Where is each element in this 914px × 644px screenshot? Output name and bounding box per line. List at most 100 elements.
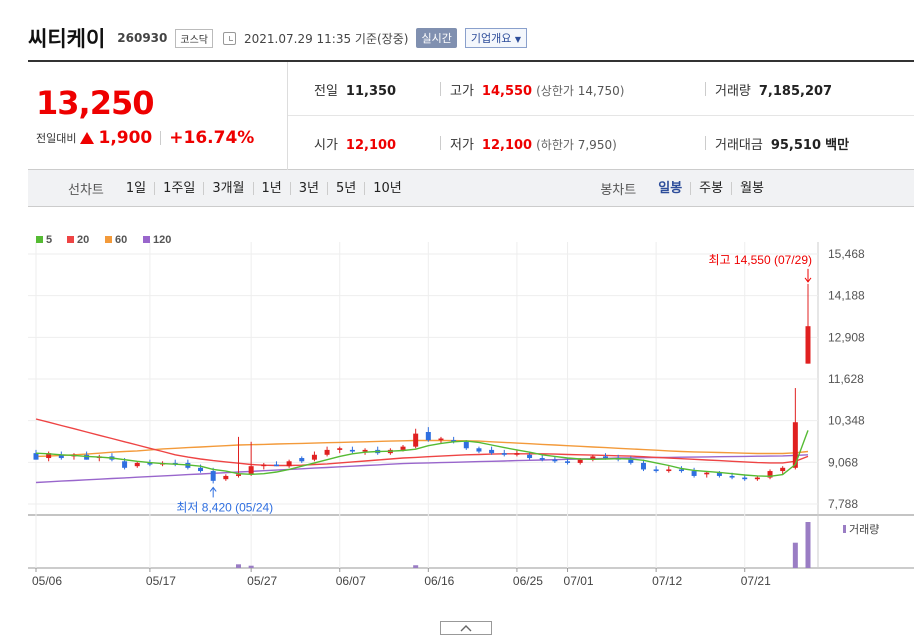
- period-5y[interactable]: 5년: [327, 181, 364, 195]
- collapse-button[interactable]: [440, 621, 492, 635]
- y-tick-label: 15,468: [828, 247, 865, 261]
- candle-body: [552, 459, 558, 462]
- company-overview-button[interactable]: 기업개요 ▼: [464, 28, 527, 48]
- y-tick-label: 7,788: [828, 497, 858, 511]
- candle-period-group: 봉차트 일봉 주봉 월봉: [600, 170, 772, 207]
- x-tick-label: 06/16: [424, 574, 454, 588]
- candle-daily[interactable]: 일봉: [658, 181, 683, 196]
- candle-body: [337, 448, 343, 450]
- candle-body: [653, 469, 659, 472]
- candle-body: [248, 466, 254, 475]
- x-tick-label: 07/12: [652, 574, 682, 588]
- prev-close-cell: 전일 11,350: [314, 80, 396, 99]
- period-1y[interactable]: 1년: [252, 181, 290, 195]
- period-10y[interactable]: 10년: [364, 181, 410, 195]
- candle-body: [147, 462, 153, 465]
- amount-cell: 거래대금 95,510 백만: [715, 134, 849, 153]
- divider: [440, 136, 441, 150]
- period-1d[interactable]: 1일: [125, 180, 147, 196]
- market-badge: 코스닥: [175, 28, 213, 48]
- low-arrow-head: [209, 486, 217, 492]
- upper-limit-value: 14,750: [577, 84, 620, 98]
- divider: [705, 82, 706, 96]
- volume-bar: [792, 542, 798, 568]
- candle-body: [33, 453, 39, 460]
- high-value: 14,550: [481, 84, 533, 99]
- period-bar: 선차트 1일 1주일 3개월 1년 3년 5년 10년 봉차트 일봉 주봉 월봉: [28, 170, 914, 207]
- stock-chart: 15,468 14,188 12,908 11,628 10,348 9,068 7,788…: [28, 234, 914, 588]
- x-tick-label: 05/06: [32, 574, 62, 588]
- ma60-line: [35, 439, 809, 458]
- prev-close-value: 11,350: [345, 84, 397, 99]
- volume-cell: 거래량 7,185,207: [715, 80, 832, 99]
- low-value: 12,100: [481, 138, 533, 153]
- candle-body: [46, 453, 52, 459]
- candle-body: [780, 467, 786, 472]
- candle-body: [476, 448, 482, 452]
- change-line: 전일대비 1,900 +16.74%: [36, 128, 254, 148]
- candle-body: [501, 453, 507, 455]
- open-label: 시가: [314, 138, 338, 153]
- candle-body: [198, 467, 204, 472]
- volume-legend-label: 거래량: [849, 523, 879, 536]
- stock-header: 씨티케이 260930 코스닥 2021.07.29 11:35 기준(장중) …: [28, 18, 527, 58]
- lower-limit: (하한가 7,950): [536, 138, 617, 152]
- quote-row-1: 전일 11,350 고가 14,550 (상한가 14,750) 거래량 7,185,2…: [288, 62, 914, 116]
- period-3y[interactable]: 3년: [289, 181, 327, 195]
- up-arrow-icon: [80, 132, 95, 144]
- upper-limit-label: 상한가: [540, 84, 574, 98]
- y-tick-label: 12,908: [828, 330, 865, 344]
- legend-swatch: [105, 236, 112, 243]
- candle-body: [311, 454, 317, 460]
- legend-swatch: [143, 236, 150, 243]
- candle-body: [539, 458, 545, 460]
- divider: [440, 82, 441, 96]
- candle-body: [590, 456, 596, 460]
- current-price: 13,250: [36, 84, 154, 122]
- period-3m[interactable]: 3개월: [203, 181, 252, 195]
- candle-body: [742, 477, 748, 480]
- y-tick-label: 9,068: [828, 455, 858, 469]
- volume-bar: [248, 565, 254, 568]
- candle-body: [716, 472, 722, 476]
- candle-body: [666, 469, 672, 472]
- candle-body: [58, 454, 64, 459]
- candle-body: [349, 449, 355, 452]
- volume-bar: [413, 565, 419, 568]
- open-value: 12,100: [345, 138, 397, 153]
- change-label: 전일대비: [36, 132, 77, 145]
- candle-body: [324, 449, 330, 455]
- candle-body: [362, 449, 368, 452]
- x-tick-label: 07/21: [741, 574, 771, 588]
- candle-body: [413, 433, 419, 447]
- divider: [705, 136, 706, 150]
- open-cell: 시가 12,100: [314, 134, 396, 153]
- y-tick-label: 14,188: [828, 289, 865, 303]
- candle-weekly[interactable]: 주봉: [690, 182, 731, 195]
- candle-body: [235, 474, 241, 476]
- candle-body: [134, 462, 140, 467]
- candle-body: [299, 458, 305, 462]
- period-1w[interactable]: 1주일: [154, 181, 203, 195]
- candle-body: [640, 462, 646, 470]
- legend-label: 20: [77, 234, 89, 246]
- quote-grid: 전일 11,350 고가 14,550 (상한가 14,750) 거래량 7,185,2…: [288, 62, 914, 170]
- ma20-line: [35, 418, 809, 467]
- candle-body: [527, 454, 533, 459]
- amount-value: 95,510: [770, 138, 822, 153]
- calendar-icon: [223, 31, 236, 45]
- x-tick-label: 05/27: [247, 574, 277, 588]
- candle-monthly[interactable]: 월봉: [731, 182, 772, 195]
- candle-body: [603, 456, 609, 459]
- company-overview-label: 기업개요: [470, 32, 512, 45]
- candle-body: [425, 431, 431, 441]
- y-tick-label: 10,348: [828, 414, 865, 428]
- lower-limit-label: 하한가: [540, 138, 574, 152]
- as-of-timestamp: 2021.07.29 11:35 기준(장중): [244, 31, 409, 46]
- legend-label: 120: [153, 234, 171, 246]
- volume-bar: [235, 564, 241, 568]
- realtime-button[interactable]: 실시간: [416, 28, 457, 48]
- candle-body: [577, 459, 583, 463]
- lower-limit-value: 7,950: [577, 138, 613, 152]
- y-tick-label: 11,628: [828, 372, 864, 386]
